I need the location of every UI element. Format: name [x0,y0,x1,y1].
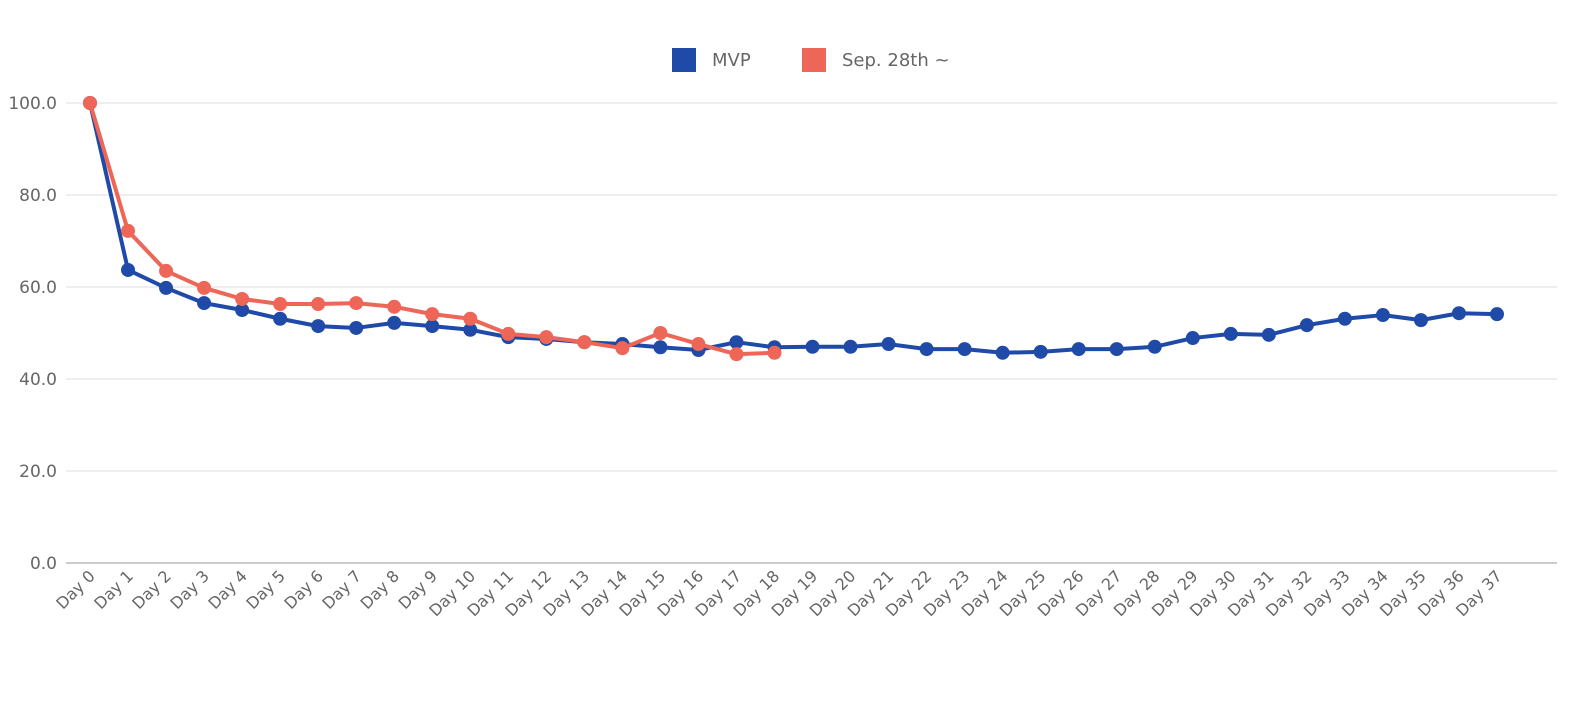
data-point [1490,307,1504,322]
x-tick-label: Day 6 [280,566,327,613]
data-point [1337,311,1352,326]
data-point [1185,331,1200,346]
data-point [729,347,744,362]
x-tick-label: Day 8 [356,566,403,613]
data-point [349,296,364,311]
data-point [1375,308,1390,323]
data-point [653,326,668,340]
y-tick-label: 100.0 [8,94,57,114]
data-point [235,291,250,306]
x-tick-label: Day 7 [318,566,365,613]
data-point [463,311,478,326]
data-point [83,96,97,110]
data-point [387,299,402,314]
data-point [1413,313,1428,328]
data-point [691,337,706,352]
data-point [159,280,174,295]
x-tick-label: Day 0 [52,566,99,613]
data-point [957,342,972,357]
data-point [197,296,212,311]
data-point [577,335,592,350]
x-tick-label: Day 4 [204,566,251,613]
data-point [159,263,174,278]
data-point [311,297,326,312]
legend-label: MVP [712,50,751,71]
data-point [121,223,136,238]
data-point [615,341,630,356]
data-point [1451,306,1466,321]
data-point [1147,339,1162,354]
x-tick-label: Day 1 [90,566,137,613]
data-point [919,342,934,357]
data-point [1299,318,1314,333]
x-tick-label: Day 5 [242,566,289,613]
data-point [425,319,440,334]
data-point [387,315,402,330]
y-tick-label: 40.0 [19,370,57,390]
legend-swatch [672,48,696,72]
data-point [501,326,516,341]
data-point [1261,327,1276,342]
data-point [881,337,896,352]
data-point [1109,342,1124,357]
data-point [805,339,820,354]
legend-swatch [802,48,826,72]
y-tick-label: 80.0 [19,186,57,206]
data-point [1223,326,1238,341]
data-point [273,311,288,326]
data-point [729,335,744,350]
data-point [197,280,212,295]
data-point [1033,344,1048,359]
data-point [463,322,478,337]
data-point [273,297,288,312]
data-point [121,262,136,277]
data-point [311,319,326,334]
y-tick-label: 0.0 [30,554,57,574]
x-tick-label: Day 2 [128,566,175,613]
data-point [767,345,782,360]
series-line [88,102,1498,355]
data-point [1071,342,1086,357]
x-tick-label: Day 3 [166,566,213,613]
y-tick-label: 20.0 [19,462,57,482]
data-point [349,320,364,335]
data-point [539,330,554,345]
data-point [235,303,250,317]
data-point [995,345,1010,360]
data-point [843,339,858,354]
legend-label: Sep. 28th ~ [842,50,950,71]
y-tick-label: 60.0 [19,278,57,298]
data-point [653,340,668,355]
data-point [425,307,440,322]
